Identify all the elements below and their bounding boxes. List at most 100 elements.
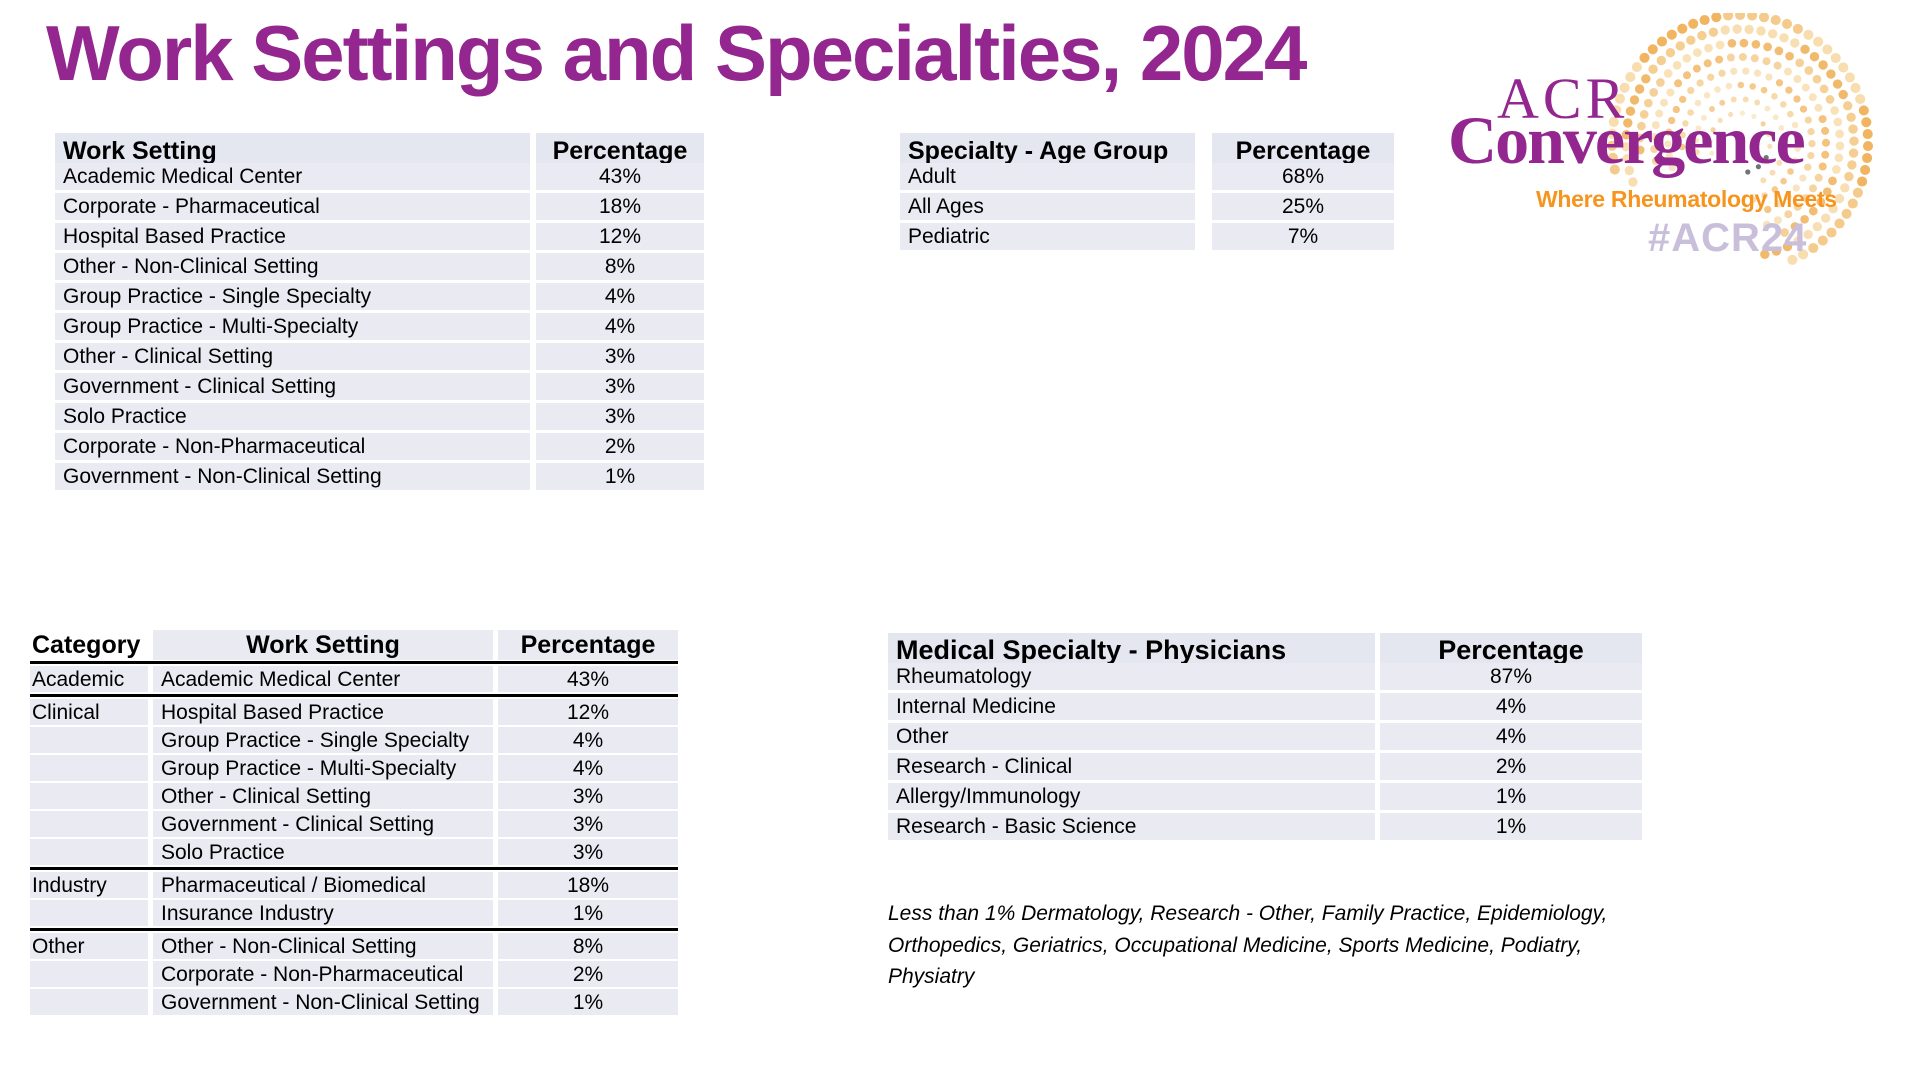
table-row-value: 1% — [1380, 813, 1642, 840]
table-row-label: Research - Basic Science — [888, 813, 1375, 840]
table-row-label: Corporate - Non-Pharmaceutical — [55, 433, 530, 460]
table-row-value: 3% — [498, 811, 678, 837]
table-row-label: All Ages — [900, 193, 1195, 220]
table-row-value: 12% — [536, 223, 704, 250]
table-row-label: Rheumatology — [888, 663, 1375, 690]
table-row-value: 43% — [498, 666, 678, 692]
category-cell — [30, 755, 148, 781]
table-row-value: 87% — [1380, 663, 1642, 690]
table-row-label: Corporate - Non-Pharmaceutical — [153, 961, 493, 987]
category-cell — [30, 989, 148, 1015]
age-group-table: Specialty - Age Group Percentage Adult 68% A… — [900, 133, 1394, 250]
table-row-label: Academic Medical Center — [55, 163, 530, 190]
physicians-specialty-table: Medical Specialty - Physicians Percentage… — [888, 633, 1642, 840]
category-cell: Academic — [30, 666, 148, 692]
column-header-percentage: Percentage — [498, 630, 678, 660]
footnote-line-1: Less than 1% Dermatology, Research - Oth… — [888, 902, 1608, 925]
category-cell — [30, 783, 148, 809]
table-row-value: 3% — [536, 373, 704, 400]
table-row-value: 4% — [536, 313, 704, 340]
table-row-label: Other - Clinical Setting — [153, 783, 493, 809]
table-row-value: 1% — [498, 900, 678, 926]
dot-swirl-graphic — [1606, 13, 1874, 265]
column-header-work-setting: Work Setting — [153, 630, 493, 660]
table-row-value: 1% — [498, 989, 678, 1015]
logo-hashtag: #ACR24 — [1648, 216, 1808, 260]
table-row-label: Other - Non-Clinical Setting — [55, 253, 530, 280]
table-row-label: Allergy/Immunology — [888, 783, 1375, 810]
table-row-value: 2% — [1380, 753, 1642, 780]
table-row-label: Other — [888, 723, 1375, 750]
work-setting-table: Work Setting Percentage Academic Medical C… — [55, 133, 704, 490]
table-row-value: 12% — [498, 699, 678, 725]
table-row-value: 68% — [1212, 163, 1394, 190]
table-row-label: Group Practice - Single Specialty — [55, 283, 530, 310]
table-row-value: 8% — [536, 253, 704, 280]
table-row-label: Solo Practice — [55, 403, 530, 430]
table-row-label: Government - Non-Clinical Setting — [55, 463, 530, 490]
table-row-value: 4% — [1380, 693, 1642, 720]
table-row-label: Hospital Based Practice — [153, 699, 493, 725]
footnote: Less than 1% Dermatology, Research - Oth… — [888, 898, 1608, 993]
table-row-label: Corporate - Pharmaceutical — [55, 193, 530, 220]
category-cell — [30, 811, 148, 837]
table-row-label: Government - Clinical Setting — [153, 811, 493, 837]
table-row-label: Government - Non-Clinical Setting — [153, 989, 493, 1015]
table-row-value: 3% — [498, 839, 678, 865]
table-row-label: Internal Medicine — [888, 693, 1375, 720]
table-row-label: Hospital Based Practice — [55, 223, 530, 250]
logo-acr-text: ACR — [1497, 66, 1629, 131]
category-group-clinical: Clinical Hospital Based Practice 12% Group … — [30, 697, 678, 870]
table-row-label: Adult — [900, 163, 1195, 190]
table-row-value: 25% — [1212, 193, 1394, 220]
page-title: Work Settings and Specialties, 2024 — [46, 9, 1307, 97]
table-row-value: 18% — [536, 193, 704, 220]
column-header-category: Category — [30, 630, 148, 660]
category-cell: Industry — [30, 872, 148, 898]
category-group-industry: Industry Pharmaceutical / Biomedical 18% In… — [30, 870, 678, 931]
table-row-value: 1% — [1380, 783, 1642, 810]
category-cell — [30, 961, 148, 987]
category-cell — [30, 900, 148, 926]
category-cell — [30, 727, 148, 753]
table-row-label: Group Practice - Multi-Specialty — [55, 313, 530, 340]
footnote-line-2: Orthopedics, Geriatrics, Occupational Me… — [888, 933, 1583, 989]
categorized-table-header: Category Work Setting Percentage — [30, 630, 678, 664]
table-row-value: 2% — [536, 433, 704, 460]
table-row-label: Solo Practice — [153, 839, 493, 865]
table-row-label: Pharmaceutical / Biomedical — [153, 872, 493, 898]
table-row-value: 4% — [1380, 723, 1642, 750]
table-row-label: Pediatric — [900, 223, 1195, 250]
column-header-percentage: Percentage — [1380, 633, 1642, 668]
table-row-label: Insurance Industry — [153, 900, 493, 926]
table-row-value: 7% — [1212, 223, 1394, 250]
table-row-label: Group Practice - Single Specialty — [153, 727, 493, 753]
table-row-value: 4% — [498, 727, 678, 753]
table-row-label: Other - Non-Clinical Setting — [153, 933, 493, 959]
category-group-other: Other Other - Non-Clinical Setting 8% Corpo… — [30, 931, 678, 1017]
categorized-work-setting-table: Category Work Setting Percentage Academic Ac… — [30, 630, 678, 1017]
table-row-label: Group Practice - Multi-Specialty — [153, 755, 493, 781]
category-cell — [30, 839, 148, 865]
column-header-label: Medical Specialty - Physicians — [888, 633, 1375, 668]
table-row-value: 2% — [498, 961, 678, 987]
table-row-value: 3% — [498, 783, 678, 809]
table-row-label: Government - Clinical Setting — [55, 373, 530, 400]
table-row-value: 3% — [536, 403, 704, 430]
table-row-label: Research - Clinical — [888, 753, 1375, 780]
table-row-value: 4% — [536, 283, 704, 310]
table-row-value: 43% — [536, 163, 704, 190]
logo-tagline: Where Rheumatology Meets — [1536, 186, 1837, 212]
category-cell: Clinical — [30, 699, 148, 725]
logo-convergence-text: Convergence — [1448, 102, 1806, 178]
table-row-value: 1% — [536, 463, 704, 490]
table-row-value: 18% — [498, 872, 678, 898]
table-row-label: Other - Clinical Setting — [55, 343, 530, 370]
table-row-label: Academic Medical Center — [153, 666, 493, 692]
category-group-academic: Academic Academic Medical Center 43% — [30, 664, 678, 697]
table-row-value: 3% — [536, 343, 704, 370]
category-cell: Other — [30, 933, 148, 959]
acr-convergence-logo: ACR Convergence Where Rheumatology Meets… — [1440, 8, 1915, 278]
table-row-value: 8% — [498, 933, 678, 959]
